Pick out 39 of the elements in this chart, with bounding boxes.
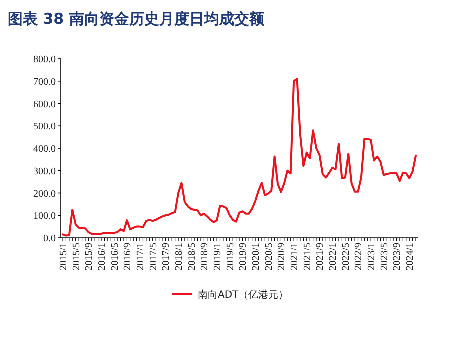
x-tick-label: 2019/9 [238, 243, 250, 271]
x-tick-label: 2021/1 [290, 243, 301, 271]
x-tick-label: 2018/1 [174, 243, 186, 271]
x-tick-label: 2024/1 [405, 243, 416, 271]
x-tick-label: 2021/9 [315, 243, 326, 271]
x-tick-label: 2015/5 [71, 243, 82, 271]
x-tick-label: 2019/5 [225, 243, 236, 271]
x-tick-label: 2020/9 [276, 243, 288, 271]
y-tick-label: 200.0 [34, 188, 56, 200]
x-tick-label: 2022/5 [340, 243, 352, 271]
legend-label: 南向ADT（亿港元） [198, 289, 289, 301]
x-tick-label: 2018/5 [186, 243, 198, 271]
y-tick-label: 700.0 [34, 76, 56, 88]
y-tick-label: 300.0 [34, 166, 56, 178]
x-tick-label: 2023/5 [379, 243, 390, 271]
y-tick-label: 100.0 [34, 211, 56, 222]
x-tick-label: 2020/1 [251, 243, 262, 271]
x-tick-label: 2023/1 [366, 243, 378, 271]
y-tick-label: 600.0 [34, 99, 56, 110]
x-tick-label: 2022/9 [354, 243, 365, 271]
x-tick-label: 2017/9 [161, 243, 172, 271]
y-tick-label: 0.0 [44, 234, 56, 244]
x-tick-label: 2015/9 [84, 243, 96, 271]
y-tick-label: 500.0 [34, 122, 56, 133]
x-tick-label: 2019/1 [212, 243, 224, 271]
x-tick-label: 2016/5 [110, 243, 121, 271]
x-tick-label: 2016/9 [122, 243, 134, 271]
x-tick-label: 2015/1 [58, 243, 70, 271]
x-tick-label: 2017/5 [148, 243, 160, 271]
x-tick-label: 2020/5 [264, 243, 275, 271]
x-tick-label: 2022/1 [328, 243, 340, 271]
x-tick-label: 2017/1 [136, 243, 147, 271]
y-tick-label: 400.0 [34, 144, 56, 155]
x-tick-label: 2018/9 [200, 243, 211, 271]
x-tick-label: 2023/9 [392, 243, 404, 271]
y-tick-label: 800.0 [34, 54, 56, 66]
x-tick-label: 2016/1 [97, 243, 108, 271]
chart-title: 图表 38 南向资金历史月度日均成交额 [8, 10, 266, 28]
x-tick-label: 2021/5 [302, 243, 314, 271]
